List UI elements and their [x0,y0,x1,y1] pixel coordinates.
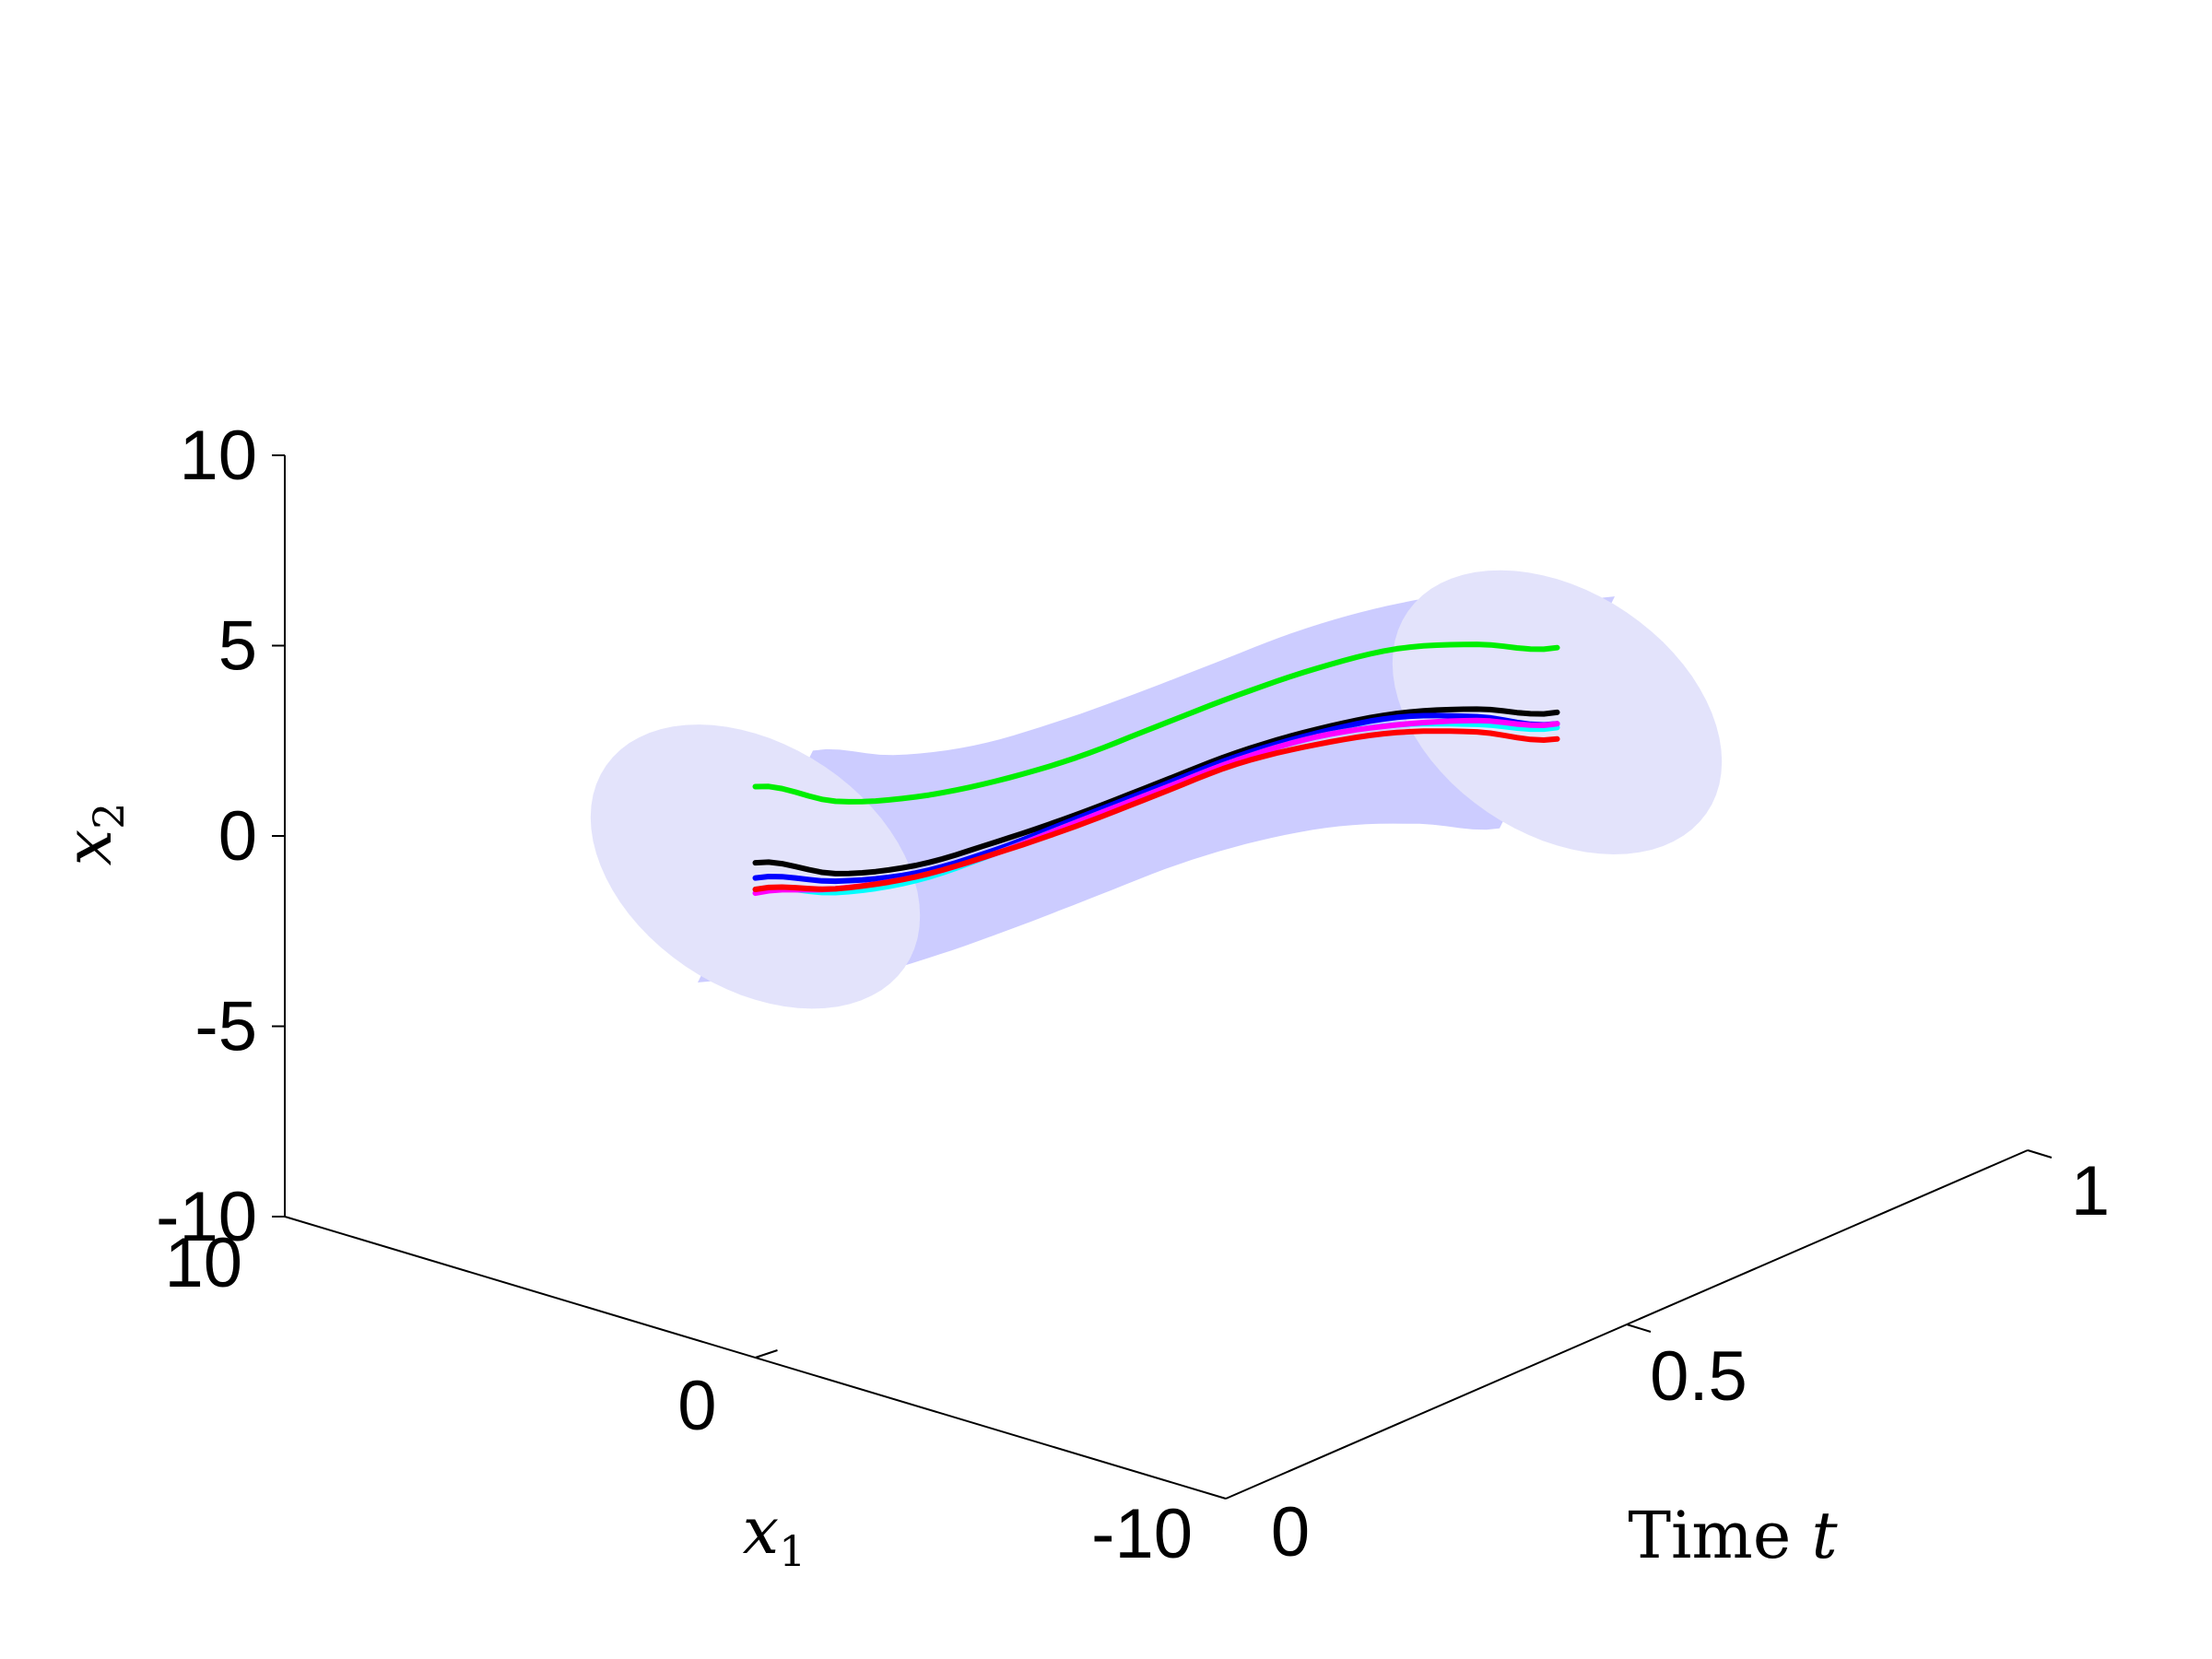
trajectory-line-6 [752,728,1560,892]
x2-tick-label: -10 [156,1178,257,1256]
x1-tick-label: 10 [164,1224,242,1302]
x2-tick-label: 5 [218,607,257,686]
x1-tick-mark [755,1349,778,1359]
x1-axis-label: x1 [743,1493,806,1576]
t-tick-mark [1626,1324,1652,1333]
t-tick-mark [2027,1149,2053,1159]
x2-tick-label: 10 [179,417,257,495]
t-axis-label: Time t [1628,1498,1838,1573]
t-tick-label: 1 [2071,1152,2110,1230]
trajectory-line-3 [752,712,1560,885]
x1-axis-label-text: x1 [743,1493,806,1576]
trajectory-line-1 [752,641,1560,805]
x2-axis-label: x2 [51,803,134,866]
x2-tick-label: -5 [194,988,257,1066]
series-layer [752,641,1560,897]
x2-tick-label: 0 [218,797,257,876]
t-tick-label: 0.5 [1650,1337,1747,1416]
trajectory-line-2 [752,706,1560,877]
x1-tick-label: 0 [677,1367,716,1445]
t-tick-label: 0 [1271,1493,1310,1571]
x1-tick-label: -10 [1091,1495,1193,1573]
x2-axis-label-text: x2 [51,803,134,866]
tube-start-cap [590,724,921,1009]
